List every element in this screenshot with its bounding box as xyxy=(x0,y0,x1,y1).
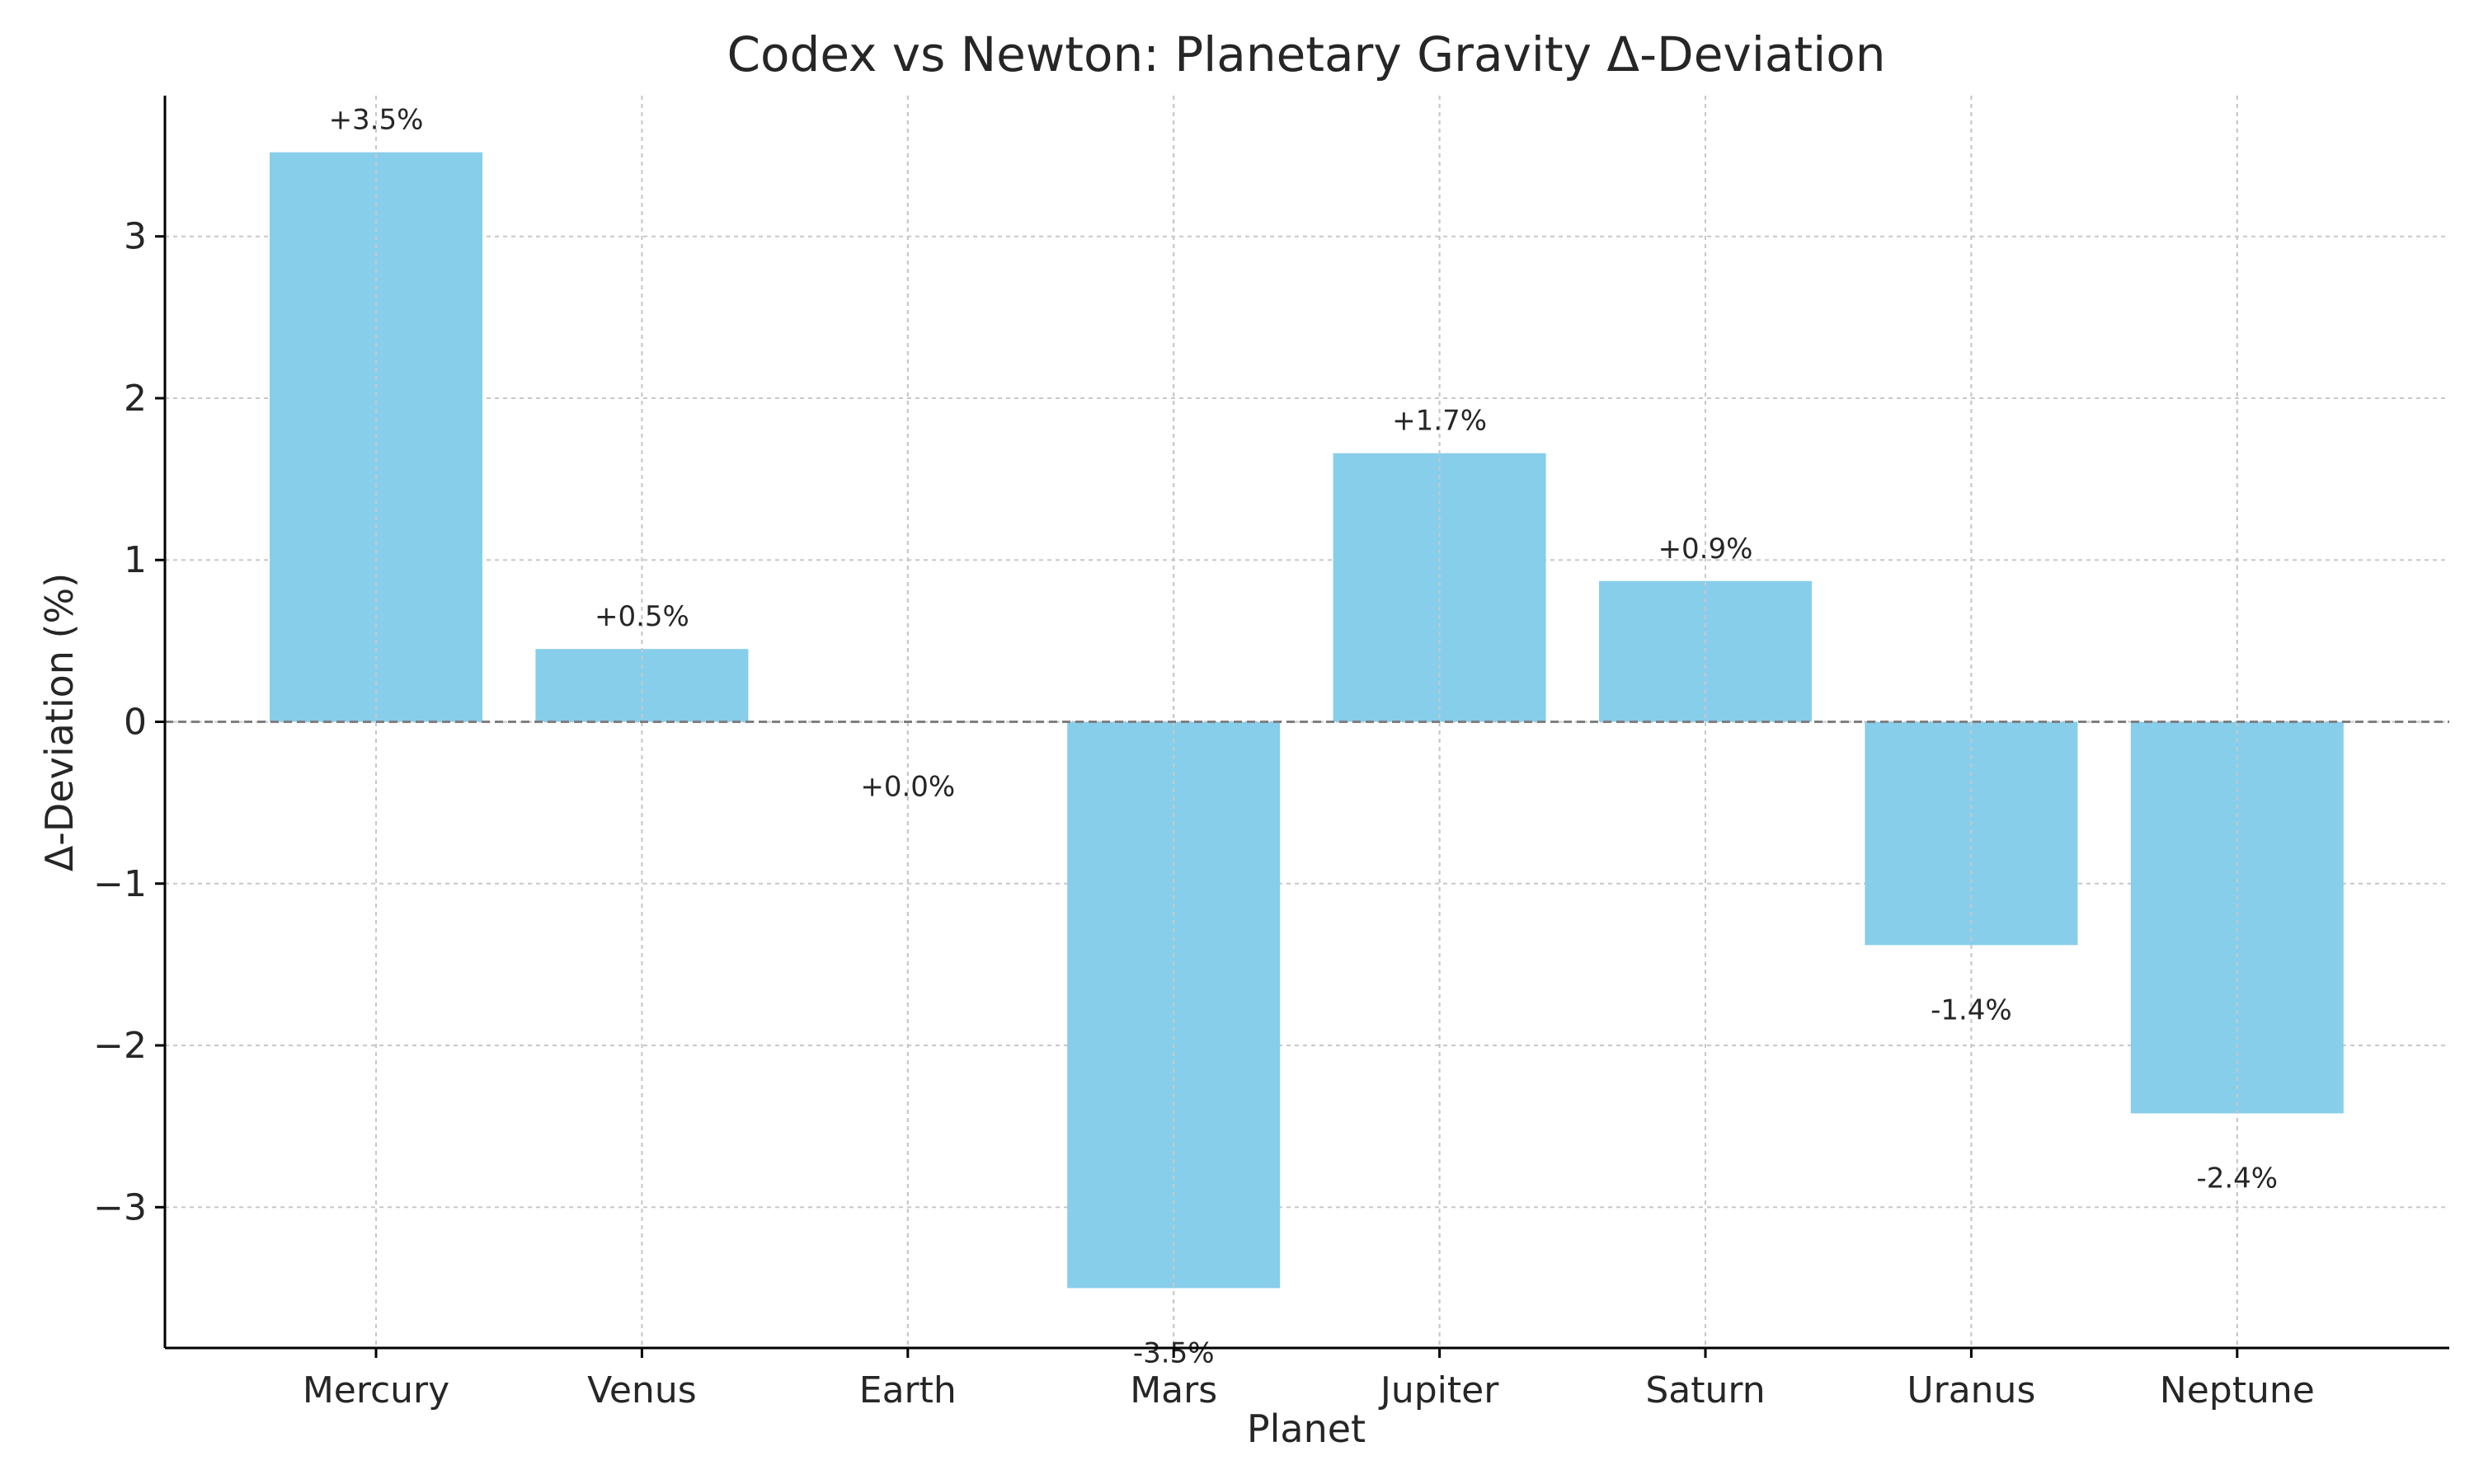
data-label-jupiter: +1.7% xyxy=(1392,405,1487,438)
x-tick-label-mercury: Mercury xyxy=(303,1369,449,1411)
x-axis-label: Planet xyxy=(1247,1407,1366,1451)
data-labels: +3.5%+0.5%+0.0%-3.5%+1.7%+0.9%-1.4%-2.4% xyxy=(329,104,2279,1370)
y-tick-label: 0 xyxy=(124,702,147,744)
x-tick-label-neptune: Neptune xyxy=(2160,1369,2315,1411)
bar-neptune xyxy=(2130,721,2344,1114)
bars xyxy=(165,96,2449,1348)
x-tick-label-uranus: Uranus xyxy=(1907,1369,2035,1411)
x-tick-label-mars: Mars xyxy=(1130,1369,1217,1411)
bar-jupiter xyxy=(1333,453,1546,722)
x-tick-label-saturn: Saturn xyxy=(1645,1369,1765,1411)
axes xyxy=(155,96,2449,1358)
x-tick-label-jupiter: Jupiter xyxy=(1378,1369,1499,1411)
y-tick-label: −1 xyxy=(93,863,147,905)
data-label-mercury: +3.5% xyxy=(329,104,424,137)
data-label-neptune: -2.4% xyxy=(2196,1162,2278,1195)
tick-labels: −3 −2 −1 0 1 2 3 Mercury Venus Earth Mars Jupiter Sa… xyxy=(93,216,2315,1411)
data-label-uranus: -1.4% xyxy=(1931,993,2012,1026)
data-label-venus: +0.5% xyxy=(595,600,689,633)
y-tick-label: −3 xyxy=(93,1186,147,1228)
y-tick-label: 3 xyxy=(124,216,147,258)
x-tick-label-venus: Venus xyxy=(587,1369,696,1411)
chart-title: Codex vs Newton: Planetary Gravity Δ-Dev… xyxy=(727,26,1886,82)
y-tick-label: −2 xyxy=(93,1025,147,1067)
data-label-earth: +0.0% xyxy=(860,771,955,804)
y-tick-label: 2 xyxy=(124,378,147,420)
data-label-saturn: +0.9% xyxy=(1658,533,1753,566)
x-tick-label-earth: Earth xyxy=(859,1369,957,1411)
y-axis-label: Δ-Deviation (%) xyxy=(37,573,82,871)
y-tick-label: 1 xyxy=(124,539,147,581)
